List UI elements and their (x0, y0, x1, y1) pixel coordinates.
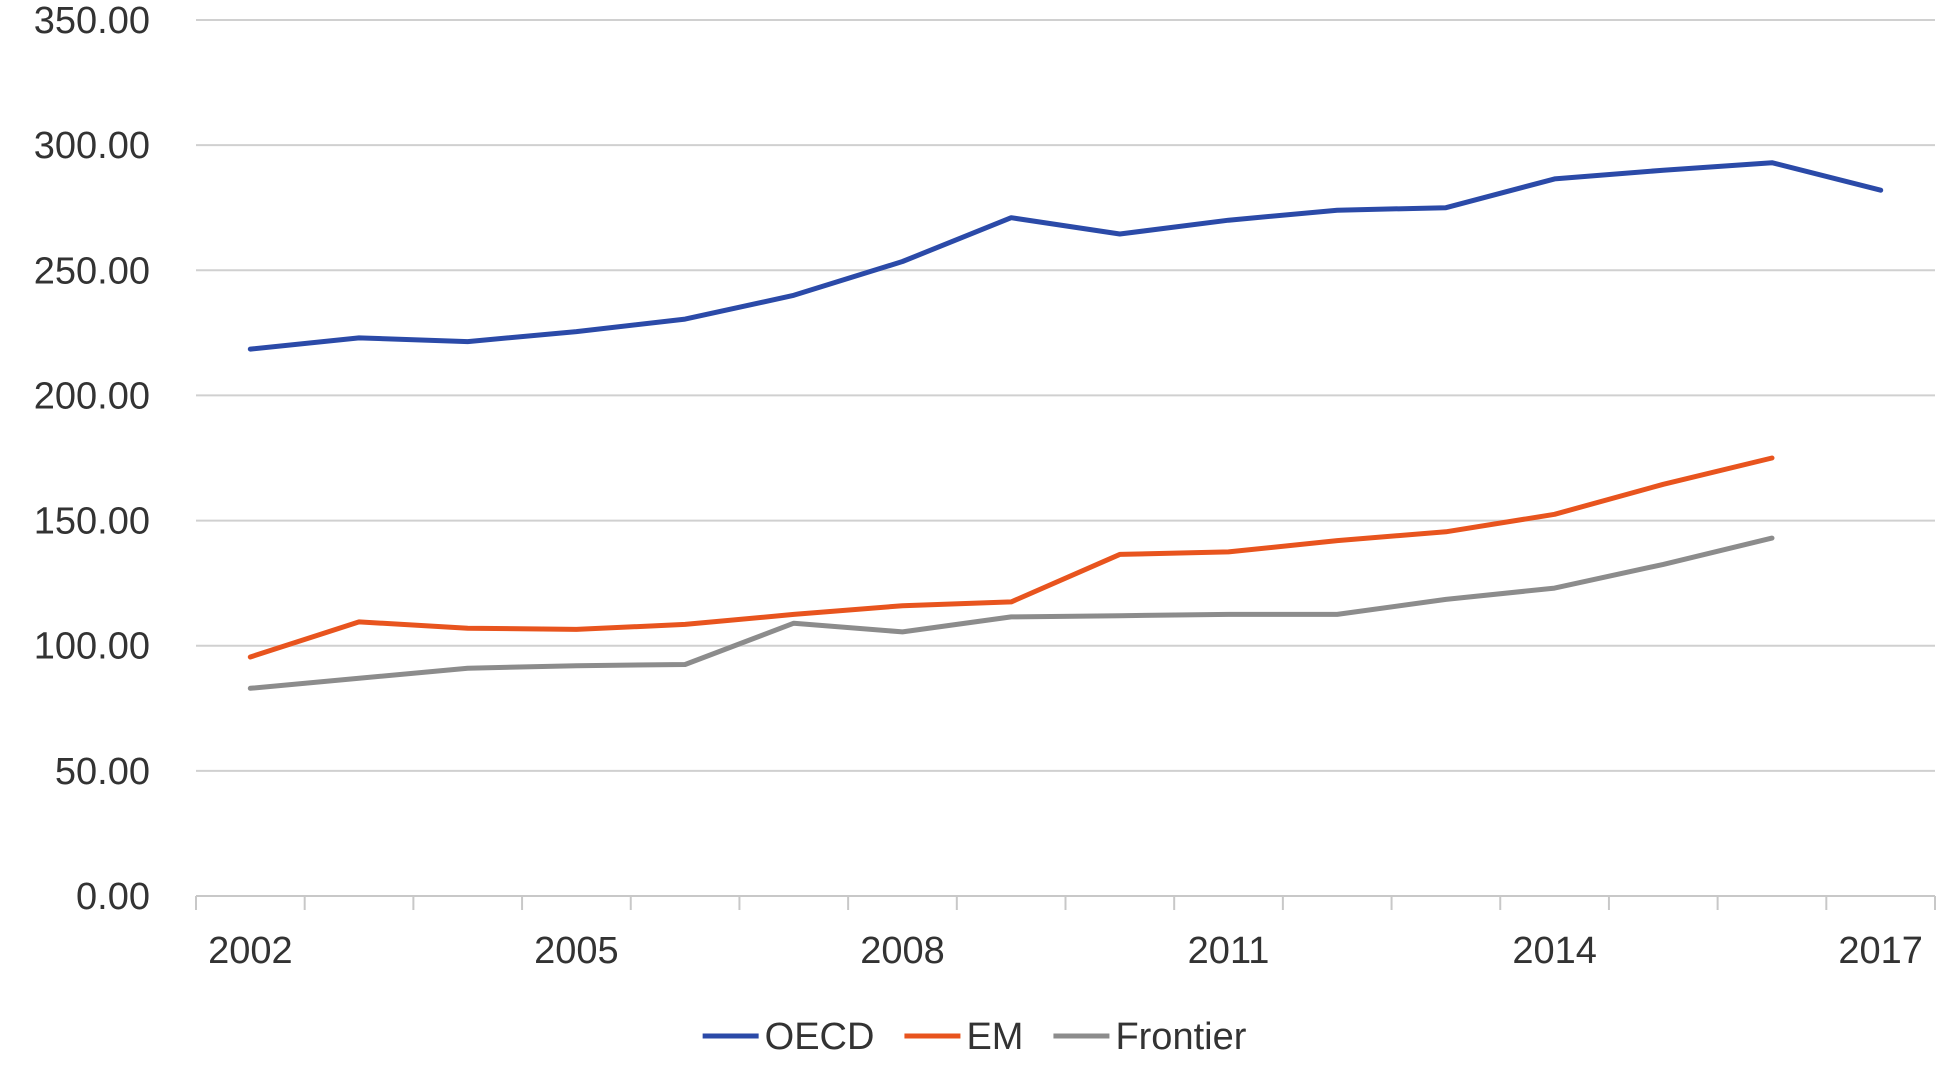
legend-label-em: EM (966, 1016, 1023, 1058)
y-tick-label: 300.00 (34, 125, 150, 167)
y-tick-label: 0.00 (76, 876, 150, 918)
x-tick-label: 2014 (1512, 930, 1597, 972)
x-tick-label: 2008 (860, 930, 945, 972)
x-tick-label: 2005 (534, 930, 619, 972)
y-tick-label: 50.00 (55, 751, 150, 793)
series-line-frontier (247, 535, 1775, 691)
x-axis-tick-labels: 2002 2005 2008 2011 2014 2017 (208, 930, 1923, 972)
y-axis-tick-labels: 0.00 50.00 100.00 150.00 200.00 250.00 300.00 3… (34, 0, 150, 918)
series-lines (247, 160, 1884, 691)
x-tick-label: 2017 (1838, 930, 1923, 972)
y-tick-label: 150.00 (34, 501, 150, 543)
x-axis (195, 895, 1936, 910)
gridlines (196, 19, 1935, 772)
series-line-oecd (247, 160, 1884, 352)
y-tick-label: 100.00 (34, 626, 150, 668)
x-tick-label: 2011 (1188, 930, 1270, 972)
y-tick-label: 250.00 (34, 250, 150, 292)
y-tick-label: 200.00 (34, 375, 150, 417)
legend-label-frontier: Frontier (1115, 1016, 1246, 1058)
x-tick-label: 2002 (208, 930, 293, 972)
series-line-em (247, 455, 1775, 660)
legend-label-oecd: OECD (765, 1016, 875, 1058)
y-tick-label: 350.00 (34, 0, 150, 42)
legend: OECD EM Frontier (702, 1016, 1247, 1058)
